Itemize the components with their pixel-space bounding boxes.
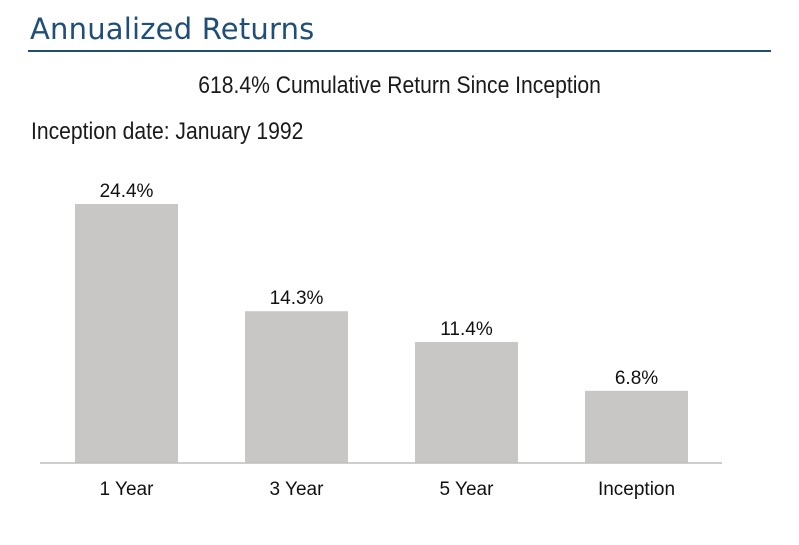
page-title: Annualized Returns xyxy=(30,12,315,46)
inception-date-note: Inception date: January 1992 xyxy=(31,118,304,145)
bar-5-year xyxy=(415,341,518,463)
bar-value-label: 11.4% xyxy=(440,319,493,340)
bar-1-year xyxy=(75,204,178,463)
x-tick-label: 3 Year xyxy=(270,479,325,500)
bar-value-label: 6.8% xyxy=(615,368,658,389)
bar-3-year xyxy=(245,311,348,463)
bar-value-label: 14.3% xyxy=(270,288,324,309)
bar-value-label: 24.4% xyxy=(100,181,154,202)
cumulative-return-subtitle: 618.4% Cumulative Return Since Inception xyxy=(198,72,601,99)
x-tick-label: 5 Year xyxy=(440,479,495,500)
bar-inception xyxy=(585,390,688,463)
x-tick-label: Inception xyxy=(598,479,675,500)
x-tick-label: 1 Year xyxy=(100,479,155,500)
labels-group: 24.4% 1 Year 14.3% 3 Year 11.4% 5 Year 6.8% Inc… xyxy=(100,181,676,500)
bars-group xyxy=(75,204,688,463)
title-underline xyxy=(28,50,771,52)
